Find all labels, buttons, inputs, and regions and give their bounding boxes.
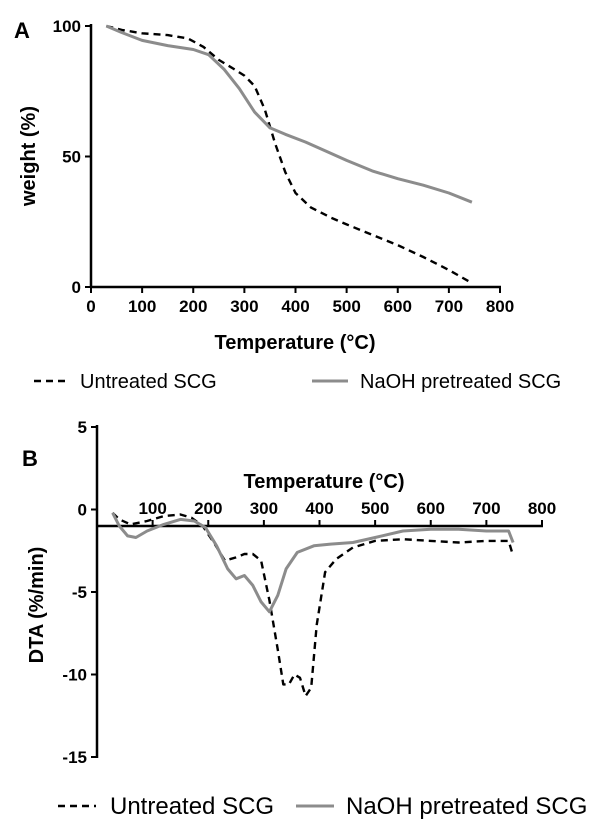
panel-b: B 100 200 300 400 500 600 700 800 5 0 -5 -10 -15 Tem… bbox=[22, 418, 587, 820]
panel-a-x-tick-label: 600 bbox=[384, 297, 412, 316]
panel-a-untreated-series-line bbox=[106, 24, 473, 285]
panel-b-legend-untreated-label: Untreated SCG bbox=[110, 793, 274, 820]
panel-a-y-tick-label: 0 bbox=[72, 278, 81, 297]
panel-b-x-tick-label: 500 bbox=[361, 499, 389, 518]
panel-b-series bbox=[111, 511, 515, 698]
panel-a-legend-untreated-label: Untreated SCG bbox=[80, 371, 217, 393]
panel-b-y-axis-label: DTA (%/min) bbox=[26, 547, 48, 664]
panel-b-y-tick-label: -15 bbox=[62, 748, 87, 767]
panel-a-x-tick-label: 700 bbox=[435, 297, 463, 316]
panel-a-series bbox=[105, 24, 473, 285]
panel-a-label: A bbox=[14, 18, 30, 43]
panel-a-x-tick-label: 200 bbox=[179, 297, 207, 316]
panel-b-x-tick-label: 300 bbox=[250, 499, 278, 518]
panel-a-x-tick-label: 300 bbox=[230, 297, 258, 316]
panel-b-x-tick-label: 600 bbox=[417, 499, 445, 518]
panel-b-y-tick-label: 0 bbox=[78, 501, 87, 520]
panel-a-x-tick-label: 800 bbox=[486, 297, 514, 316]
panel-a-y-axis-label: weight (%) bbox=[18, 106, 40, 207]
panel-b-x-tick-label: 800 bbox=[528, 499, 556, 518]
panel-b-x-tick-label: 200 bbox=[194, 499, 222, 518]
panel-b-legend: Untreated SCG NaOH pretreated SCG bbox=[58, 793, 587, 820]
panel-b-x-tick-label: 100 bbox=[138, 499, 166, 518]
panel-b-y-tick-label: -10 bbox=[62, 666, 87, 685]
panel-a-naoh-series-line bbox=[105, 24, 473, 204]
panel-a-x-tick-label: 0 bbox=[86, 297, 95, 316]
panel-b-x-tick-label: 400 bbox=[305, 499, 333, 518]
panel-a-x-tick-label: 100 bbox=[128, 297, 156, 316]
panel-b-x-axis-label: Temperature (°C) bbox=[244, 471, 405, 493]
panel-a-x-axis-label: Temperature (°C) bbox=[215, 332, 376, 354]
panel-b-label: B bbox=[22, 446, 38, 471]
panel-a-x-tick-label: 400 bbox=[281, 297, 309, 316]
panel-b-legend-naoh-label: NaOH pretreated SCG bbox=[346, 793, 587, 820]
panel-b-x-tick-label: 700 bbox=[472, 499, 500, 518]
panel-a-legend: Untreated SCG NaOH pretreated SCG bbox=[34, 371, 561, 393]
panel-b-axes: 100 200 300 400 500 600 700 800 5 0 -5 -10 -15 bbox=[62, 418, 556, 767]
panel-b-untreated-series-line bbox=[111, 511, 515, 698]
panel-a: A 0 100 200 300 400 500 600 700 800 0 50 100 Temper… bbox=[14, 17, 561, 393]
panel-a-x-tick-label: 500 bbox=[332, 297, 360, 316]
panel-a-y-tick-label: 100 bbox=[53, 17, 81, 36]
panel-b-naoh-series-line bbox=[111, 512, 515, 614]
panel-b-y-tick-label: 5 bbox=[78, 418, 87, 437]
panel-a-legend-naoh-label: NaOH pretreated SCG bbox=[360, 371, 561, 393]
panel-a-axes: 0 100 200 300 400 500 600 700 800 0 50 100 bbox=[53, 17, 515, 316]
panel-b-y-tick-label: -5 bbox=[72, 583, 87, 602]
panel-a-y-tick-label: 50 bbox=[62, 148, 81, 167]
